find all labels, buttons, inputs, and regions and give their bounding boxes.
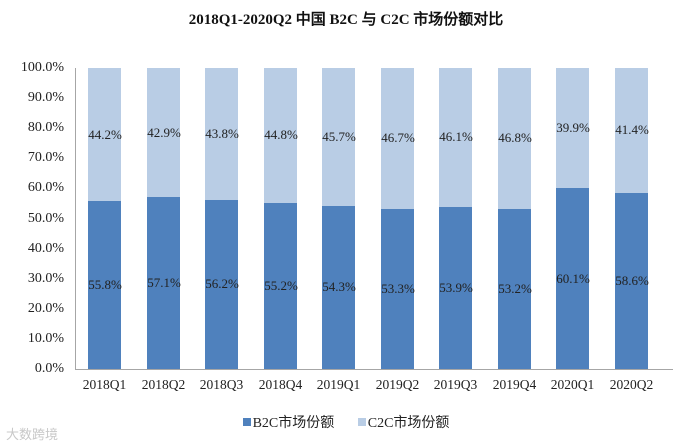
bar-segment-b2c — [205, 199, 238, 369]
y-tick-label: 10.0% — [27, 330, 64, 346]
data-label-b2c: 56.2% — [205, 276, 239, 292]
bar-segment-c2c — [615, 68, 648, 193]
bar-segment-c2c — [88, 68, 121, 202]
bar-segment-c2c — [205, 68, 238, 200]
bar-segment-b2c — [381, 208, 414, 369]
x-tick-label: 2019Q1 — [316, 377, 361, 392]
bar-2020Q1: 39.9% 60.1% — [556, 68, 590, 369]
data-label-b2c: 53.3% — [381, 280, 415, 296]
data-label-b2c: 55.2% — [264, 277, 298, 293]
data-label-b2c: 55.8% — [88, 277, 122, 293]
y-tick-label: 100.0% — [20, 60, 64, 75]
legend-swatch-c2c — [357, 418, 366, 426]
x-tick-label: 2020Q1 — [550, 377, 595, 392]
bar-segment-c2c — [498, 68, 531, 209]
bar-segment-c2c — [147, 68, 180, 198]
data-label-c2c: 45.7% — [322, 128, 356, 144]
x-tick-label: 2020Q2 — [609, 377, 654, 392]
data-label-c2c: 42.9% — [147, 124, 181, 140]
bar-2019Q4: 46.8% 53.2% — [498, 68, 532, 369]
bar-segment-c2c — [381, 68, 414, 209]
data-label-c2c: 44.2% — [88, 126, 122, 142]
y-tick-label: 60.0% — [27, 180, 64, 196]
legend-item-b2c: B2C市场份额 — [242, 412, 335, 432]
x-tick-label: 2018Q2 — [141, 377, 186, 392]
bar-2018Q3: 43.8% 56.2% — [205, 68, 239, 369]
y-tick-label: 30.0% — [27, 270, 64, 286]
legend-swatch-b2c — [242, 418, 251, 426]
x-tick-label: 2019Q3 — [433, 377, 478, 392]
bar-2019Q3: 46.1% 53.9% — [439, 68, 473, 369]
legend-label-b2c: B2C市场份额 — [252, 416, 335, 431]
data-label-c2c: 46.8% — [498, 130, 532, 146]
y-tick-label: 20.0% — [27, 300, 64, 316]
y-tick-label: 50.0% — [27, 210, 64, 226]
bar-segment-b2c — [88, 201, 121, 369]
data-label-b2c: 53.9% — [439, 279, 473, 295]
bar-segment-b2c — [556, 188, 589, 369]
legend-label-c2c: C2C市场份额 — [367, 416, 450, 431]
x-tick-label: 2018Q4 — [258, 377, 303, 392]
bar-2020Q2: 41.4% 58.6% — [615, 68, 649, 369]
x-axis-line — [75, 369, 673, 370]
bar-segment-b2c — [615, 192, 648, 369]
chart-title: 2018Q1-2020Q2 中国 B2C 与 C2C 市场份额对比 — [188, 12, 504, 28]
data-label-b2c: 53.2% — [498, 280, 532, 296]
y-tick-label: 80.0% — [27, 120, 64, 136]
y-tick-label: 0.0% — [34, 361, 64, 376]
y-tick-label: 70.0% — [27, 150, 64, 166]
bar-segment-c2c — [439, 68, 472, 207]
x-tick-label: 2019Q4 — [492, 377, 537, 392]
data-label-c2c: 46.7% — [381, 130, 415, 146]
bar-segment-c2c — [556, 68, 589, 189]
bar-segment-b2c — [322, 205, 355, 369]
bar-2019Q2: 46.7% 53.3% — [381, 68, 415, 369]
bar-2018Q2: 42.9% 57.1% — [147, 68, 181, 369]
x-tick-label: 2019Q2 — [375, 377, 420, 392]
bar-segment-c2c — [264, 68, 297, 203]
bar-segment-b2c — [147, 197, 180, 369]
y-axis-line — [75, 68, 76, 370]
bar-segment-b2c — [439, 206, 472, 369]
bar-2018Q1: 44.2% 55.8% — [88, 68, 122, 369]
bar-2019Q1: 45.7% 54.3% — [322, 68, 356, 369]
legend: B2C市场份额 C2C市场份额 — [0, 412, 692, 432]
data-label-c2c: 39.9% — [556, 120, 590, 136]
bar-segment-b2c — [498, 208, 531, 369]
bar-segment-b2c — [264, 202, 297, 369]
bar-2018Q4: 44.8% 55.2% — [264, 68, 298, 369]
data-label-b2c: 54.3% — [322, 279, 356, 295]
data-label-c2c: 44.8% — [264, 127, 298, 143]
x-tick-label: 2018Q3 — [199, 377, 244, 392]
data-label-c2c: 41.4% — [615, 122, 649, 138]
data-label-c2c: 46.1% — [439, 129, 473, 145]
data-label-c2c: 43.8% — [205, 125, 239, 141]
y-tick-label: 90.0% — [27, 90, 64, 106]
legend-item-c2c: C2C市场份额 — [357, 412, 450, 432]
watermark: 大数跨境 — [6, 428, 59, 443]
bar-segment-c2c — [322, 68, 355, 206]
data-label-b2c: 57.1% — [147, 275, 181, 291]
y-tick-label: 40.0% — [27, 240, 64, 256]
x-tick-label: 2018Q1 — [82, 377, 127, 392]
data-label-b2c: 58.6% — [615, 272, 649, 288]
data-label-b2c: 60.1% — [556, 270, 590, 286]
